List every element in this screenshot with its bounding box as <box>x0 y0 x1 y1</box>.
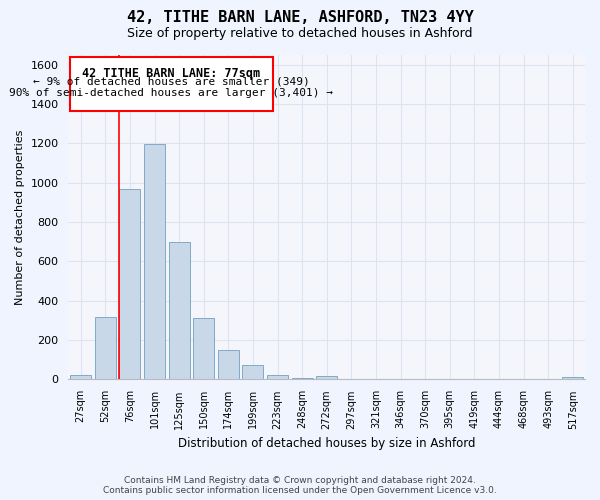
Bar <box>119 188 140 380</box>
Bar <box>70 374 91 380</box>
Bar <box>169 242 190 380</box>
Bar <box>95 316 116 380</box>
Bar <box>292 378 313 380</box>
Y-axis label: Number of detached properties: Number of detached properties <box>15 130 25 305</box>
Text: ← 9% of detached houses are smaller (349): ← 9% of detached houses are smaller (349… <box>33 76 310 86</box>
Text: Contains HM Land Registry data © Crown copyright and database right 2024.: Contains HM Land Registry data © Crown c… <box>124 476 476 485</box>
Bar <box>267 374 288 380</box>
Bar <box>316 376 337 380</box>
Bar <box>70 57 272 111</box>
Bar <box>144 144 165 380</box>
Text: 42 TITHE BARN LANE: 77sqm: 42 TITHE BARN LANE: 77sqm <box>82 67 260 80</box>
Text: Contains public sector information licensed under the Open Government Licence v3: Contains public sector information licen… <box>103 486 497 495</box>
Bar <box>193 318 214 380</box>
Text: Size of property relative to detached houses in Ashford: Size of property relative to detached ho… <box>127 28 473 40</box>
Text: 42, TITHE BARN LANE, ASHFORD, TN23 4YY: 42, TITHE BARN LANE, ASHFORD, TN23 4YY <box>127 10 473 25</box>
Text: 90% of semi-detached houses are larger (3,401) →: 90% of semi-detached houses are larger (… <box>10 88 334 99</box>
X-axis label: Distribution of detached houses by size in Ashford: Distribution of detached houses by size … <box>178 437 475 450</box>
Bar <box>562 378 583 380</box>
Bar <box>242 364 263 380</box>
Bar <box>218 350 239 380</box>
